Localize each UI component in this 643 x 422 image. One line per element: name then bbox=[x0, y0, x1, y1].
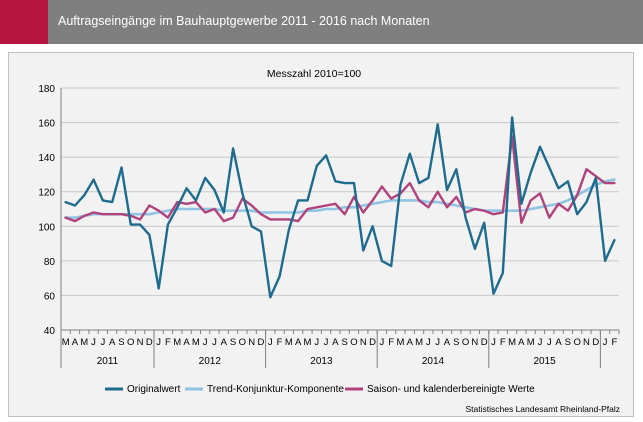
y-tick-label: 100 bbox=[38, 222, 55, 233]
x-month-label: M bbox=[173, 337, 181, 348]
x-month-label: J bbox=[156, 337, 161, 348]
x-month-label: S bbox=[230, 337, 236, 348]
x-month-label: J bbox=[212, 337, 217, 348]
x-month-label: M bbox=[415, 337, 423, 348]
legend-label: Saison- und kalenderbereinigte Werte bbox=[367, 384, 535, 395]
x-month-label: N bbox=[137, 337, 144, 348]
x-month-label: M bbox=[285, 337, 293, 348]
y-tick-label: 120 bbox=[38, 188, 55, 199]
x-month-label: A bbox=[109, 337, 116, 348]
x-month-label: M bbox=[192, 337, 200, 348]
x-month-label: F bbox=[277, 337, 283, 348]
y-tick-label: 40 bbox=[44, 326, 56, 337]
x-month-label: N bbox=[248, 337, 255, 348]
x-month-label: J bbox=[203, 337, 208, 348]
x-month-label: D bbox=[592, 337, 599, 348]
x-month-label: M bbox=[527, 337, 535, 348]
x-year-label: 2011 bbox=[97, 356, 119, 367]
series-line bbox=[64, 135, 616, 225]
x-month-label: A bbox=[183, 337, 190, 348]
legend: Originalwert Trend-Konjunktur-Komponente S… bbox=[105, 384, 535, 395]
x-month-label: F bbox=[165, 337, 171, 348]
x-month-label: D bbox=[369, 337, 376, 348]
x-month-label: J bbox=[100, 337, 105, 348]
x-month-label: N bbox=[360, 337, 367, 348]
header-accent-block bbox=[0, 0, 48, 44]
x-month-label: F bbox=[500, 337, 506, 348]
x-month-label: F bbox=[388, 337, 394, 348]
line-chart: Messzahl 2010=100 40 60 80 100 120 140 160 180 M… bbox=[38, 68, 621, 414]
x-month-label: S bbox=[565, 337, 571, 348]
x-month-label: J bbox=[91, 337, 96, 348]
x-month-label: M bbox=[508, 337, 516, 348]
x-year-label: 2013 bbox=[310, 356, 333, 367]
y-tick-label: 160 bbox=[38, 119, 55, 130]
x-month-label: M bbox=[303, 337, 311, 348]
x-month-label: S bbox=[118, 337, 124, 348]
x-month-label: F bbox=[611, 337, 617, 348]
x-year-label: 2012 bbox=[199, 356, 222, 367]
legend-label: Trend-Konjunktur-Komponente bbox=[207, 384, 344, 395]
x-month-label: D bbox=[146, 337, 153, 348]
x-month-label: A bbox=[221, 337, 228, 348]
x-year-label: 2015 bbox=[533, 356, 556, 367]
x-month-label: O bbox=[127, 337, 134, 348]
legend-label: Originalwert bbox=[127, 384, 181, 395]
x-month-label: M bbox=[80, 337, 88, 348]
source-note: Statistisches Landesamt Rheinland-Pfalz bbox=[466, 404, 621, 414]
x-month-label: D bbox=[258, 337, 265, 348]
y-tick-label: 180 bbox=[38, 84, 55, 95]
x-month-label: J bbox=[491, 337, 496, 348]
x-year-label: 2014 bbox=[422, 356, 445, 367]
header-bar: Auftragseingänge im Bauhauptgewerbe 2011… bbox=[0, 0, 643, 44]
x-month-label: J bbox=[314, 337, 319, 348]
x-month-label: J bbox=[603, 337, 608, 348]
x-month-label: A bbox=[555, 337, 562, 348]
x-month-label: J bbox=[379, 337, 384, 348]
x-month-label: A bbox=[295, 337, 302, 348]
x-month-label: J bbox=[547, 337, 552, 348]
x-month-label: D bbox=[481, 337, 488, 348]
x-month-label: N bbox=[471, 337, 478, 348]
x-month-label: A bbox=[444, 337, 451, 348]
x-month-label: J bbox=[435, 337, 440, 348]
x-month-label: A bbox=[72, 337, 79, 348]
x-month-label: M bbox=[62, 337, 70, 348]
x-month-label: A bbox=[407, 337, 414, 348]
x-month-label: A bbox=[518, 337, 525, 348]
x-month-label: J bbox=[426, 337, 431, 348]
y-tick-label: 60 bbox=[44, 291, 56, 302]
x-month-label: J bbox=[538, 337, 543, 348]
x-month-label: J bbox=[268, 337, 273, 348]
x-month-label: S bbox=[341, 337, 347, 348]
series-lines bbox=[64, 116, 616, 299]
y-tick-label: 140 bbox=[38, 153, 55, 164]
x-month-label: O bbox=[239, 337, 246, 348]
x-month-label: O bbox=[462, 337, 469, 348]
x-month-label: O bbox=[350, 337, 357, 348]
x-month-label: N bbox=[583, 337, 590, 348]
x-month-label: O bbox=[573, 337, 580, 348]
x-month-label: S bbox=[453, 337, 459, 348]
page-title: Auftragseingänge im Bauhauptgewerbe 2011… bbox=[58, 14, 430, 28]
x-month-label: J bbox=[324, 337, 329, 348]
chart-subtitle: Messzahl 2010=100 bbox=[267, 68, 361, 80]
y-tick-label: 80 bbox=[44, 257, 56, 268]
x-month-label: M bbox=[396, 337, 404, 348]
x-month-label: A bbox=[332, 337, 339, 348]
chart-panel: Messzahl 2010=100 40 60 80 100 120 140 160 180 M… bbox=[8, 52, 634, 417]
series-line bbox=[64, 116, 616, 299]
